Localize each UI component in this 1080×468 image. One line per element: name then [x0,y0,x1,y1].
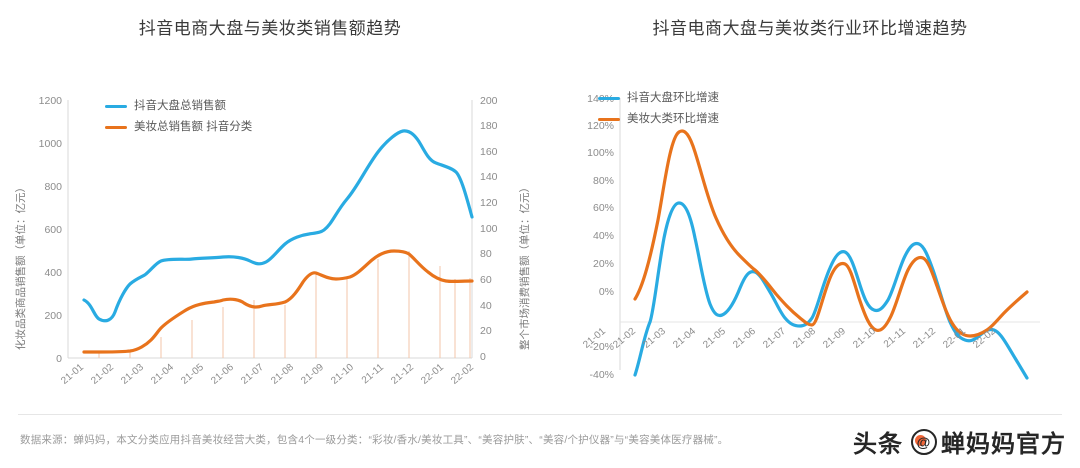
svg-text:21-04: 21-04 [671,326,698,351]
svg-text:0: 0 [480,351,486,363]
watermark-brand: 头条 [853,431,903,458]
svg-text:21-12: 21-12 [911,326,938,351]
svg-text:21-11: 21-11 [360,362,386,387]
footer-divider [18,414,1062,415]
svg-text:21-01: 21-01 [59,362,86,387]
svg-text:21-02: 21-02 [611,326,638,351]
svg-text:21-04: 21-04 [149,362,176,387]
svg-text:21-06: 21-06 [209,362,236,387]
right-chart-legend: 抖音大盘环比增速 美妆大类环比增速 [598,90,719,131]
svg-text:21-03: 21-03 [641,326,668,351]
svg-text:21-09: 21-09 [821,326,848,351]
svg-text:160: 160 [480,146,498,158]
svg-text:20: 20 [480,325,492,337]
svg-text:21-05: 21-05 [179,362,206,387]
sales-trend-chart: 1200 1000 800 600 400 200 0 200 180 160 … [0,60,540,405]
left-chart-title: 抖音电商大盘与美妆类销售额趋势 [138,19,402,38]
svg-text:21-08: 21-08 [269,362,296,387]
svg-text:40%: 40% [593,230,614,242]
svg-text:22-01: 22-01 [419,362,446,387]
watermark-account: 蝉妈妈官方 [941,431,1066,458]
svg-text:21-10: 21-10 [329,362,356,387]
left-y-axis-title: 化妆品类商品销售额（单位：亿元） [14,182,27,350]
series-line-blue-growth [633,201,1029,380]
svg-text:200: 200 [480,95,498,107]
svg-text:1200: 1200 [39,95,63,107]
svg-text:21-07: 21-07 [761,326,788,351]
svg-text:20%: 20% [593,258,614,270]
svg-text:21-03: 21-03 [119,362,146,387]
svg-text:100: 100 [480,223,498,235]
svg-text:100%: 100% [587,147,614,159]
x-axis-labels: 21-01 21-02 21-03 21-04 21-05 21-06 21-0… [59,362,476,387]
growth-trend-chart: 140% 120% 100% 80% 60% 40% 20% 0% -20% -… [540,60,1080,405]
legend-label-total-growth: 抖音大盘环比增速 [627,92,719,104]
svg-text:0: 0 [56,353,62,365]
svg-text:180: 180 [480,120,498,132]
legend-swatch-blue-growth [598,96,620,100]
svg-text:21-09: 21-09 [299,362,326,387]
svg-text:21-12: 21-12 [389,362,416,387]
right-y-ticks: 200 180 160 140 120 100 80 60 40 20 0 [480,95,498,363]
orange-droplines [98,251,471,358]
legend-item-beauty-growth[interactable]: 美妆大类环比增速 [598,111,719,128]
svg-text:800: 800 [44,181,62,193]
left-y-ticks: 1200 1000 800 600 400 200 0 [39,95,63,365]
sales-trend-svg: 1200 1000 800 600 400 200 0 200 180 160 … [14,95,531,387]
svg-text:140: 140 [480,171,498,183]
svg-text:21-02: 21-02 [89,362,116,387]
series-line-blue-sales [82,129,474,323]
legend-label-beauty-sales: 美妆总销售额 抖音分类 [134,120,253,133]
svg-text:21-06: 21-06 [731,326,758,351]
svg-text:400: 400 [44,267,62,279]
legend-label-beauty-growth: 美妆大类环比增速 [627,112,719,125]
svg-text:22-02: 22-02 [449,362,476,387]
growth-trend-svg: 140% 120% 100% 80% 60% 40% 20% 0% -20% -… [581,93,1040,381]
legend-item-total-growth[interactable]: 抖音大盘环比增速 [598,90,719,107]
growth-y-ticks: 140% 120% 100% 80% 60% 40% 20% 0% -20% -… [587,93,614,381]
svg-text:60: 60 [480,274,492,286]
svg-text:0%: 0% [599,286,614,298]
right-y-axis-title: 整个市场消费销售额（单位：亿元） [518,182,531,350]
at-icon: @ [911,428,937,455]
svg-text:21-07: 21-07 [239,362,266,387]
watermark: 头条 @ 蝉妈妈官方 [853,424,1066,459]
svg-text:-20%: -20% [589,341,614,353]
svg-text:120%: 120% [587,120,614,132]
svg-text:-40%: -40% [589,369,614,381]
right-chart-title: 抖音电商大盘与美妆类行业环比增速趋势 [652,19,968,38]
svg-text:80: 80 [480,248,492,260]
svg-text:1000: 1000 [39,138,63,150]
svg-text:120: 120 [480,197,498,209]
legend-item-beauty-sales[interactable]: 美妆总销售额 抖音分类 [105,119,252,136]
svg-text:200: 200 [44,310,62,322]
left-chart-legend: 抖音大盘总销售额 美妆总销售额 抖音分类 [105,98,252,139]
legend-swatch-orange [105,125,127,129]
svg-text:21-11: 21-11 [882,326,908,351]
legend-swatch-blue [105,104,127,108]
legend-swatch-orange-growth [598,117,620,121]
svg-text:600: 600 [44,224,62,236]
svg-text:40: 40 [480,300,492,312]
svg-text:60%: 60% [593,202,614,214]
series-line-orange-beauty [82,249,474,354]
legend-item-total-sales[interactable]: 抖音大盘总销售额 [105,98,252,115]
legend-label-total-sales: 抖音大盘总销售额 [134,100,226,112]
svg-text:21-08: 21-08 [791,326,818,351]
svg-text:80%: 80% [593,175,614,187]
svg-text:21-05: 21-05 [701,326,728,351]
data-source-footnote: 数据来源：蝉妈妈，本文分类应用抖音美妆经营大类，包含4个一级分类：“彩妆/香水/… [20,434,729,446]
series-line-orange-growth [633,129,1029,338]
